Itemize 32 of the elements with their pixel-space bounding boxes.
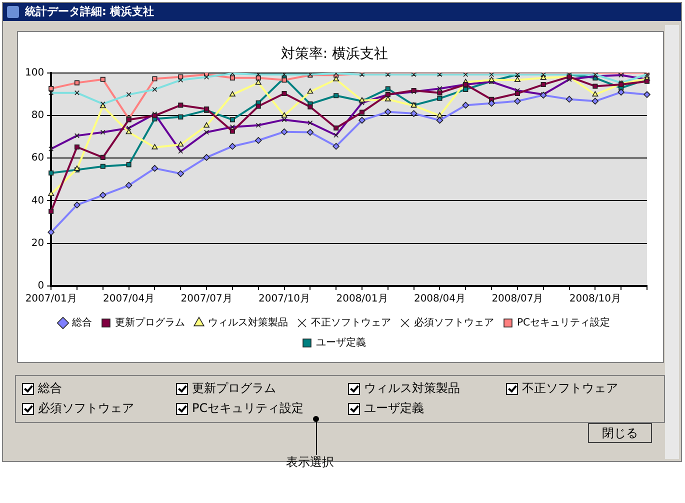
y-tick-label: 40: [31, 195, 44, 206]
text: 表示選択: [286, 454, 334, 471]
text: 総合: [38, 381, 62, 395]
text: PCセキュリティ設定: [192, 401, 304, 415]
y-tick-label: 100: [24, 67, 44, 78]
text: 更新プログラム: [192, 381, 276, 395]
legend-label: PCセキュリティ設定: [516, 316, 610, 329]
text: ウィルス対策製品: [364, 381, 460, 395]
x-tick-label: 2008/07月: [492, 294, 544, 305]
x-tick-label: 2007/07月: [180, 294, 232, 305]
x-tick-label: 2007/04月: [103, 294, 155, 305]
legend-label: ユーザ定義: [316, 336, 366, 349]
x-tick-label: 2008/01月: [336, 294, 388, 305]
x-tick-label: 2007/01月: [25, 294, 77, 305]
text: 必須ソフトウェア: [38, 401, 134, 415]
legend-label: 必須ソフトウェア: [414, 316, 494, 329]
y-tick-label: 20: [31, 238, 44, 249]
legend-label: 更新プログラム: [114, 316, 185, 329]
chart-title: 対策率: 横浜支社: [280, 46, 388, 62]
x-tick-label: 2008/10月: [569, 294, 621, 305]
text: 不正ソフトウェア: [522, 381, 618, 395]
y-tick-label: 0: [38, 280, 44, 292]
legend-label: ウィルス対策製品: [208, 316, 288, 329]
legend-label: 総合: [70, 316, 92, 329]
y-tick-label: 60: [31, 152, 44, 164]
text: 閉じる: [588, 423, 652, 443]
legend-label: 不正ソフトウェア: [310, 318, 391, 329]
text: ユーザ定義: [364, 401, 424, 415]
x-tick-label: 2008/04月: [414, 294, 466, 305]
text: 統計データ詳細: 横浜支社: [25, 5, 154, 18]
y-tick-label: 80: [31, 110, 44, 122]
x-tick-label: 2007/10月: [258, 294, 310, 305]
